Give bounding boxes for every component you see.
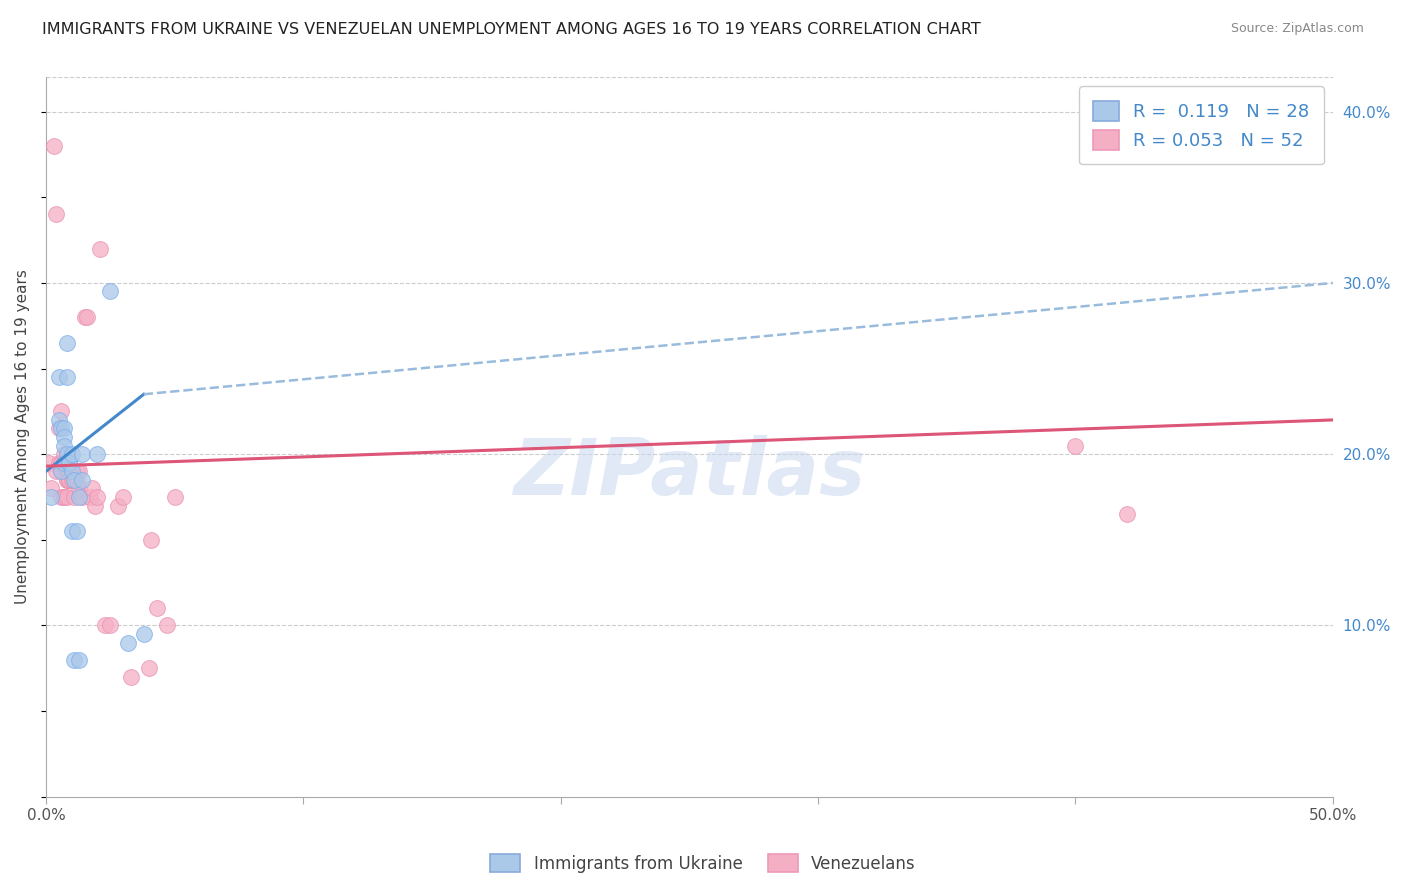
Point [53, 456, 76, 470]
Point [120, 670, 142, 684]
Point [38, 456, 60, 470]
Point [58, 473, 80, 487]
Point [89, 242, 111, 256]
Point [63, 653, 86, 667]
Point [63, 473, 86, 487]
Point [51, 421, 73, 435]
Point [51, 456, 73, 470]
Point [67, 490, 90, 504]
Text: Source: ZipAtlas.com: Source: ZipAtlas.com [1230, 22, 1364, 36]
Point [51, 404, 73, 418]
Point [51, 464, 73, 478]
Point [132, 627, 155, 641]
Point [145, 601, 167, 615]
Point [83, 499, 105, 513]
Point [48, 413, 70, 427]
Point [70, 490, 93, 504]
Legend: R =  0.119   N = 28, R = 0.053   N = 52: R = 0.119 N = 28, R = 0.053 N = 52 [1078, 87, 1324, 164]
Point [67, 482, 90, 496]
Point [58, 464, 80, 478]
Point [55, 447, 77, 461]
Y-axis label: Unemployment Among Ages 16 to 19 years: Unemployment Among Ages 16 to 19 years [15, 269, 30, 605]
Point [76, 310, 98, 325]
Point [45, 207, 67, 221]
Point [53, 490, 76, 504]
Point [60, 524, 83, 539]
Point [51, 464, 73, 478]
Point [48, 456, 70, 470]
Point [1064, 439, 1087, 453]
Point [82, 482, 104, 496]
Point [70, 447, 93, 461]
Point [98, 285, 121, 299]
Point [156, 618, 179, 632]
Point [66, 524, 89, 539]
Point [63, 473, 86, 487]
Point [42, 139, 65, 153]
Point [141, 533, 163, 547]
Point [55, 335, 77, 350]
Point [53, 430, 76, 444]
Point [48, 370, 70, 384]
Point [55, 370, 77, 384]
Point [60, 464, 83, 478]
Point [112, 490, 135, 504]
Point [39, 482, 62, 496]
Point [94, 618, 117, 632]
Point [58, 456, 80, 470]
Point [1115, 507, 1137, 521]
Point [53, 456, 76, 470]
Point [53, 490, 76, 504]
Point [55, 473, 77, 487]
Point [66, 464, 89, 478]
Point [163, 490, 186, 504]
Point [58, 456, 80, 470]
Point [58, 456, 80, 470]
Legend: Immigrants from Ukraine, Venezuelans: Immigrants from Ukraine, Venezuelans [484, 847, 922, 880]
Point [51, 490, 73, 504]
Point [53, 456, 76, 470]
Point [39, 490, 62, 504]
Point [55, 464, 77, 478]
Point [86, 490, 108, 504]
Point [107, 499, 129, 513]
Text: ZIPatlas: ZIPatlas [513, 435, 866, 511]
Point [60, 464, 83, 478]
Point [53, 421, 76, 435]
Point [48, 421, 70, 435]
Point [79, 490, 101, 504]
Text: IMMIGRANTS FROM UKRAINE VS VENEZUELAN UNEMPLOYMENT AMONG AGES 16 TO 19 YEARS COR: IMMIGRANTS FROM UKRAINE VS VENEZUELAN UN… [42, 22, 981, 37]
Point [86, 447, 108, 461]
Point [60, 473, 83, 487]
Point [70, 473, 93, 487]
Point [63, 490, 86, 504]
Point [58, 473, 80, 487]
Point [67, 464, 90, 478]
Point [55, 490, 77, 504]
Point [60, 447, 83, 461]
Point [45, 464, 67, 478]
Point [73, 310, 96, 325]
Point [53, 439, 76, 453]
Point [66, 473, 89, 487]
Point [55, 473, 77, 487]
Point [138, 661, 160, 675]
Point [98, 618, 121, 632]
Point [53, 447, 76, 461]
Point [117, 635, 139, 649]
Point [67, 653, 90, 667]
